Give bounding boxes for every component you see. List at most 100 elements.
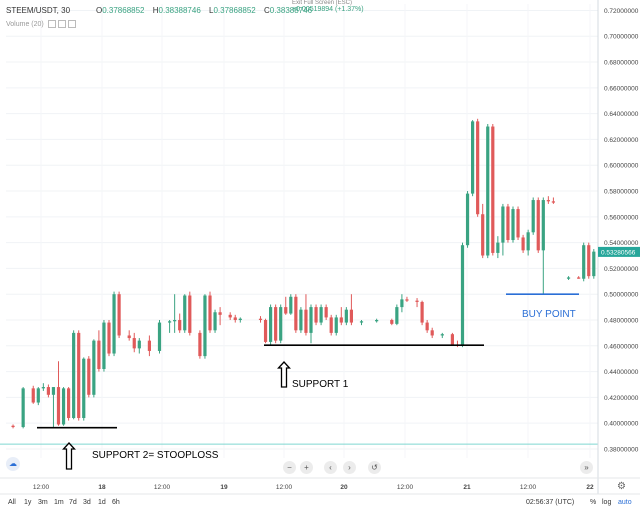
candle <box>117 291 121 339</box>
ohlc-o-value: 0.37868852 <box>102 6 145 15</box>
y-tick-label: 0.46000000 <box>604 343 639 350</box>
ohlc-o-label: O <box>96 6 103 15</box>
candle <box>592 249 596 279</box>
candle <box>390 318 394 326</box>
close-icon[interactable] <box>67 20 76 28</box>
support2-label: SUPPORT 2= STOOPLOSS <box>92 450 219 461</box>
percent-toggle[interactable]: % <box>590 499 597 506</box>
candle <box>284 296 288 315</box>
range-3d[interactable]: 3d <box>83 499 91 506</box>
candle <box>36 387 40 406</box>
candle <box>87 356 91 398</box>
cloud-icon[interactable]: ☁ <box>6 457 20 471</box>
support1-label: SUPPORT 1 <box>292 379 349 390</box>
y-tick-label: 0.44000000 <box>604 369 639 376</box>
zoom-out-button[interactable]: − <box>283 461 296 474</box>
auto-toggle[interactable]: auto <box>618 499 632 506</box>
candle-body <box>183 295 187 331</box>
range-1d[interactable]: 1d <box>98 499 106 506</box>
candle-body <box>577 277 581 279</box>
range-7d[interactable]: 7d <box>69 499 77 506</box>
range-1y[interactable]: 1y <box>24 499 32 506</box>
scroll-left-button[interactable]: ‹ <box>324 461 337 474</box>
x-tick-label: 21 <box>463 484 471 491</box>
candle-body <box>450 334 454 345</box>
candle-body <box>269 307 273 342</box>
range-3m[interactable]: 3m <box>38 499 48 506</box>
scroll-right-button[interactable]: › <box>343 461 356 474</box>
x-tick-label: 12:00 <box>520 484 537 491</box>
candle-body <box>198 332 202 357</box>
candle-body <box>486 126 490 256</box>
candle <box>344 307 348 326</box>
x-tick-label: 12:00 <box>397 484 414 491</box>
candle <box>582 242 586 282</box>
x-tick-label: 12:00 <box>276 484 293 491</box>
candle-body <box>238 318 242 320</box>
candle-body <box>178 319 182 331</box>
ohlc-h-value: 0.38388746 <box>158 6 201 15</box>
eye-icon[interactable] <box>47 20 56 28</box>
candle-body <box>41 387 45 389</box>
candle <box>137 338 141 354</box>
clock: 02:56:37 (UTC) <box>526 499 575 506</box>
candle-body <box>233 317 237 320</box>
buy-point-label: BUY POINT <box>522 309 576 320</box>
candle <box>97 330 101 372</box>
candle <box>309 304 313 344</box>
candle <box>46 384 50 398</box>
candle <box>314 304 318 326</box>
ohlc-l-label: L <box>209 6 214 15</box>
x-tick-label: 20 <box>340 484 348 491</box>
candle-body <box>334 317 338 333</box>
candle-body <box>31 388 35 403</box>
candle <box>359 319 364 326</box>
candle <box>203 294 207 359</box>
candle-body <box>314 307 318 323</box>
candle <box>294 294 298 333</box>
candle <box>198 330 202 359</box>
candle <box>299 307 303 333</box>
candle <box>465 191 470 248</box>
candle-body <box>526 232 530 251</box>
candle-body <box>168 321 172 323</box>
candle-body <box>359 321 364 323</box>
zoom-in-button[interactable]: + <box>300 461 313 474</box>
candle <box>440 332 444 339</box>
candle <box>501 203 505 256</box>
log-toggle[interactable]: log <box>602 499 612 506</box>
candle <box>107 319 111 357</box>
y-tick-label: 0.60000000 <box>604 163 639 170</box>
candle <box>420 300 424 326</box>
volume-label: Volume (20) <box>6 20 44 28</box>
candle-body <box>531 200 535 233</box>
range-6h[interactable]: 6h <box>112 499 120 506</box>
candle <box>72 330 76 420</box>
candle <box>92 339 96 398</box>
candle-body <box>324 307 328 318</box>
jump-to-end-button[interactable]: » <box>580 461 593 474</box>
volume-indicator[interactable]: Volume (20) <box>6 20 76 28</box>
symbol-title[interactable]: STEEM/USDT, 30 <box>6 6 71 15</box>
candle-body <box>390 319 394 324</box>
gear-icon[interactable]: ⚙ <box>617 481 626 492</box>
candle-body <box>82 358 86 419</box>
reset-button[interactable]: ↺ <box>368 461 381 474</box>
candle-body <box>137 340 141 349</box>
bottom-toolbar: All 1y 3m 1m 7d 3d 1d 6h 02:56:37 (UTC) … <box>0 497 640 512</box>
candle <box>349 294 353 326</box>
candle-body <box>587 245 591 277</box>
range-all[interactable]: All <box>8 499 16 506</box>
candle-body <box>46 387 50 395</box>
candle <box>269 304 273 345</box>
settings-icon[interactable] <box>57 20 66 28</box>
candle <box>289 294 293 315</box>
candle <box>405 296 409 302</box>
candle-body <box>400 299 404 308</box>
exit-fullscreen-hint[interactable]: Exit Full Screen (ESC) <box>292 0 353 6</box>
candle <box>541 197 545 295</box>
last-price-label: 0.53280566 <box>601 249 636 256</box>
candle <box>208 291 212 333</box>
range-1m[interactable]: 1m <box>54 499 64 506</box>
